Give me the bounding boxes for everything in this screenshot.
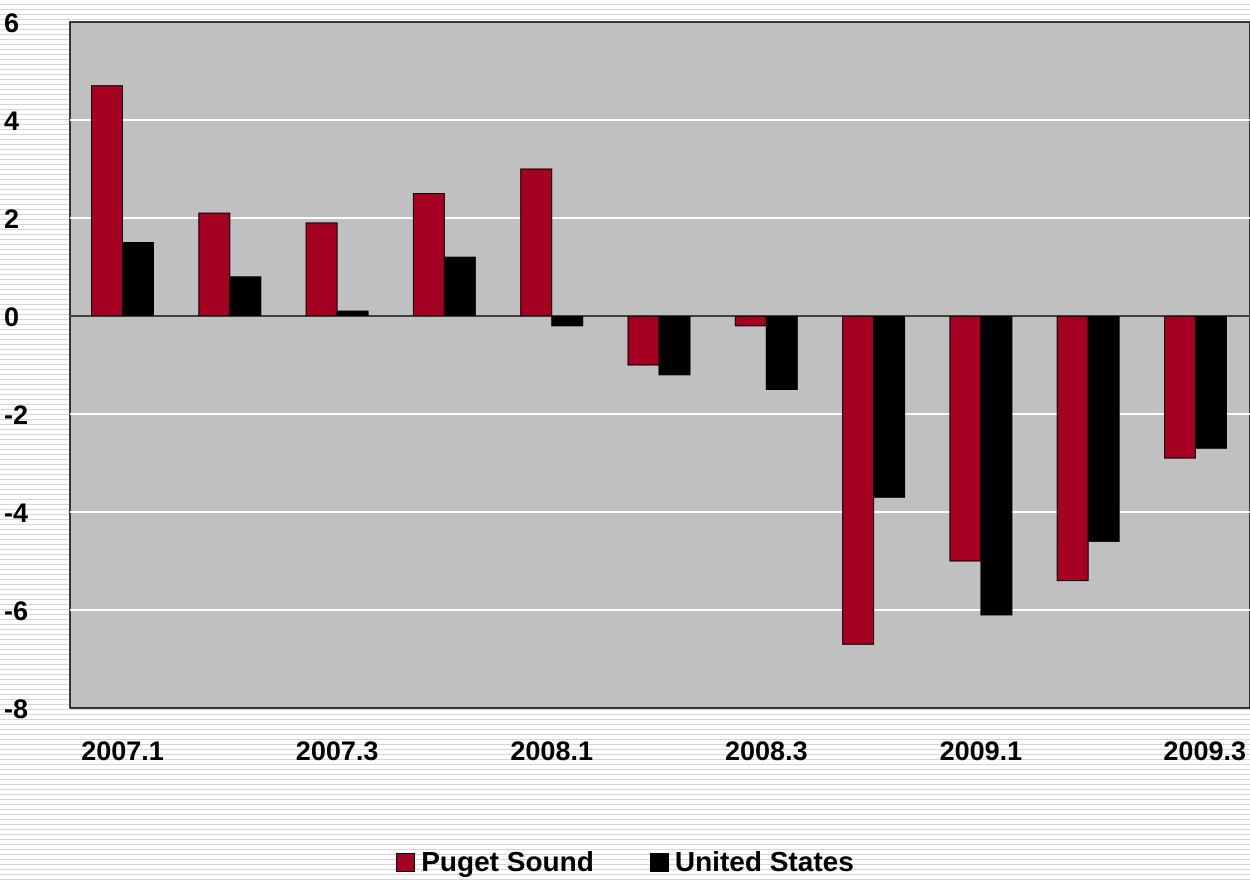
bar-united-states-2007.1 <box>122 242 154 317</box>
y-tick-label: -2 <box>4 400 28 430</box>
x-tick-label: 2008.3 <box>725 736 808 766</box>
bar-united-states-2008.4 <box>873 315 906 498</box>
y-tick-label: -8 <box>4 694 28 724</box>
bar-puget-sound-2007.3 <box>305 222 338 317</box>
bar-puget-sound-2007.1 <box>91 85 123 317</box>
bar-united-states-2008.3 <box>765 315 798 390</box>
bar-puget-sound-2008.4 <box>842 315 875 645</box>
y-tick-label: -4 <box>4 498 28 528</box>
y-tick-label: 6 <box>4 8 19 38</box>
y-axis-tick-labels: 6 4 2 0 -2 -4 -6 -8 <box>4 8 28 724</box>
y-tick-label: 0 <box>4 302 19 332</box>
bar-united-states-2008.1 <box>551 315 584 327</box>
bar-puget-sound-2008.1 <box>520 168 553 317</box>
bar-puget-sound-2009.3 <box>1164 315 1196 459</box>
bar-puget-sound-2009.2 <box>1056 315 1089 582</box>
y-tick-label: 2 <box>4 204 19 234</box>
bar-puget-sound-2007.4 <box>412 193 445 317</box>
legend-item-united-states: United States <box>649 846 854 878</box>
y-tick-label: -6 <box>4 596 28 626</box>
x-tick-label: 2009.1 <box>940 736 1023 766</box>
bar-puget-sound-2008.2 <box>627 315 660 366</box>
x-tick-label: 2007.3 <box>296 736 379 766</box>
bar-united-states-2007.4 <box>443 256 476 317</box>
x-tick-label: 2009.3 <box>1163 736 1246 766</box>
x-tick-label: 2008.1 <box>510 736 593 766</box>
x-tick-label: 2007.1 <box>81 736 164 766</box>
x-axis-tick-labels: 2007.1 2007.3 2008.1 2008.3 2009.1 2009.3 <box>81 736 1246 766</box>
bars <box>70 85 1250 645</box>
legend-swatch-puget-sound <box>396 852 416 872</box>
bar-puget-sound-2009.1 <box>949 315 982 562</box>
legend-swatch-united-states <box>649 852 669 872</box>
bar-united-states-2009.2 <box>1087 315 1120 542</box>
legend-label-united-states: United States <box>674 846 854 877</box>
legend-label-puget-sound: Puget Sound <box>421 846 594 877</box>
bar-united-states-2008.2 <box>658 315 691 376</box>
legend: Puget Sound United States <box>0 842 1250 882</box>
bar-united-states-2009.1 <box>980 315 1013 616</box>
y-tick-label: 4 <box>4 106 19 136</box>
bar-united-states-2009.3 <box>1195 315 1227 449</box>
bar-puget-sound-2007.2 <box>198 212 231 317</box>
legend-item-puget-sound: Puget Sound <box>396 846 594 878</box>
bar-puget-sound-2008.3 <box>734 315 767 327</box>
bar-united-states-2007.2 <box>229 276 262 317</box>
